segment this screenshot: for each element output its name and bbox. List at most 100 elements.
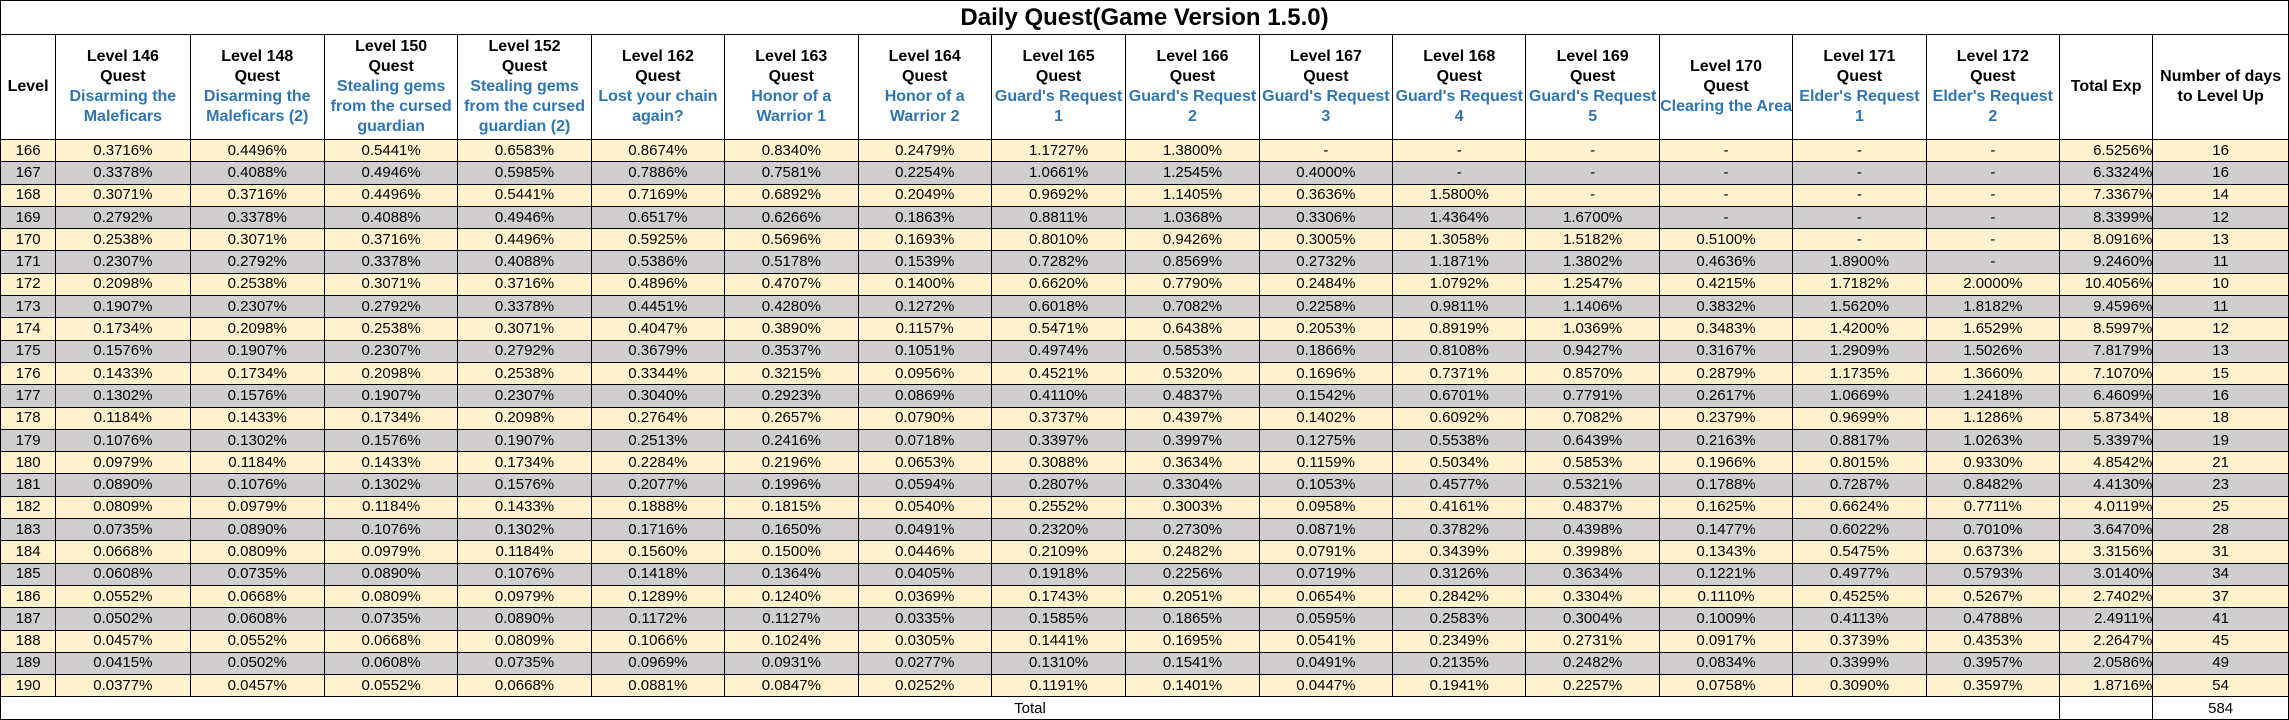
column-header: Level 148 Quest Disarming the Maleficars (…: [189, 34, 325, 140]
exp-cell: 1.0368%: [1125, 205, 1260, 230]
days-cell: 54: [2152, 674, 2289, 698]
exp-cell: 0.5471%: [990, 317, 1127, 341]
exp-cell: 1.5182%: [1525, 228, 1660, 252]
exp-cell: 0.9699%: [1792, 406, 1927, 430]
exp-cell: 1.1727%: [990, 138, 1127, 163]
level-cell: 174: [0, 317, 57, 341]
exp-cell: 0.6018%: [990, 295, 1127, 319]
days-cell: 19: [2152, 428, 2289, 453]
column-header-sub: Quest: [1836, 68, 1883, 85]
exp-cell: 1.0792%: [1392, 272, 1527, 297]
column-header-level: Level 167: [1289, 48, 1362, 65]
exp-cell: 0.4636%: [1658, 250, 1794, 274]
exp-cell: 0.0668%: [457, 674, 592, 698]
exp-cell: 0.0881%: [590, 674, 726, 698]
exp-cell: 0.4837%: [1125, 384, 1260, 408]
exp-cell: 1.3802%: [1525, 250, 1660, 274]
exp-cell: 0.3215%: [724, 361, 859, 386]
exp-cell: 0.2552%: [990, 495, 1127, 520]
column-header-quest-name: Guard's Request 1: [994, 88, 1123, 125]
exp-cell: -: [1258, 138, 1394, 163]
exp-cell: 0.5475%: [1792, 540, 1927, 564]
exp-cell: 0.1157%: [857, 317, 992, 341]
exp-cell: 0.5853%: [1125, 339, 1260, 363]
level-cell: 166: [0, 138, 57, 163]
exp-cell: 0.2349%: [1392, 629, 1527, 653]
exp-cell: 0.5853%: [1525, 451, 1660, 475]
exp-cell: 1.2909%: [1792, 339, 1927, 363]
total-exp-cell: 8.0916%: [2059, 228, 2154, 252]
total-exp-cell: 9.4596%: [2059, 295, 2154, 319]
exp-cell: 0.1302%: [189, 428, 325, 453]
exp-cell: 0.4088%: [457, 250, 592, 274]
days-cell: 16: [2152, 384, 2289, 408]
exp-cell: 0.1402%: [1258, 406, 1394, 430]
exp-cell: 0.1184%: [457, 540, 592, 564]
column-header-level: Level 168: [1423, 48, 1496, 65]
exp-cell: 1.3058%: [1392, 228, 1527, 252]
exp-cell: 1.0669%: [1792, 384, 1927, 408]
exp-cell: 0.2538%: [55, 228, 191, 252]
exp-cell: 0.2098%: [189, 317, 325, 341]
exp-cell: 0.0890%: [55, 473, 191, 497]
total-exp-cell: 6.5256%: [2059, 138, 2154, 163]
table-row: 173 0.1907% 0.2307% 0.2792% 0.3378% 0.4451% 0.…: [0, 295, 2289, 319]
exp-cell: 0.1191%: [990, 674, 1127, 698]
exp-cell: 0.0552%: [189, 629, 325, 653]
column-header: Level: [0, 34, 57, 140]
exp-cell: 0.7082%: [1525, 406, 1660, 430]
exp-cell: 0.3716%: [457, 272, 592, 297]
exp-cell: 0.2513%: [590, 428, 726, 453]
exp-cell: 0.0668%: [189, 584, 325, 609]
exp-cell: -: [1392, 138, 1527, 163]
total-exp-cell: 7.3367%: [2059, 183, 2154, 207]
exp-cell: -: [1525, 138, 1660, 163]
column-header-sub: Quest: [1436, 68, 1482, 85]
exp-cell: 0.1650%: [724, 518, 859, 542]
total-exp-cell: 2.4911%: [2059, 607, 2154, 631]
exp-cell: 0.1289%: [590, 584, 726, 609]
total-exp-cell: 6.3324%: [2059, 161, 2154, 185]
exp-cell: 0.0252%: [857, 674, 992, 698]
exp-cell: 0.1272%: [857, 295, 992, 319]
column-header-sub: Quest: [234, 68, 280, 85]
table-row: 174 0.1734% 0.2098% 0.2538% 0.3071% 0.4047% 0.…: [0, 317, 2289, 341]
exp-cell: 0.0809%: [457, 629, 592, 653]
level-cell: 169: [0, 205, 57, 230]
exp-cell: 1.7182%: [1792, 272, 1927, 297]
exp-cell: 0.0415%: [55, 651, 191, 676]
exp-cell: 0.0369%: [857, 584, 992, 609]
column-header: Level 166 Quest Guard's Request 2: [1125, 34, 1260, 140]
exp-cell: 0.3439%: [1392, 540, 1527, 564]
table-row: 170 0.2538% 0.3071% 0.3716% 0.4496% 0.5925% 0.…: [0, 228, 2289, 252]
exp-cell: 0.7886%: [590, 161, 726, 185]
column-header-sub: Quest: [1569, 68, 1616, 85]
total-exp-cell: 3.3156%: [2059, 540, 2154, 564]
days-cell: 28: [2152, 518, 2289, 542]
exp-cell: 0.2923%: [724, 384, 859, 408]
exp-cell: 0.0277%: [857, 651, 992, 676]
table-row: 175 0.1576% 0.1907% 0.2307% 0.2792% 0.3679% 0.…: [0, 339, 2289, 363]
exp-cell: 0.4113%: [1792, 607, 1927, 631]
column-header-sub: Quest: [635, 68, 681, 85]
exp-cell: 0.0956%: [857, 361, 992, 386]
exp-cell: 0.2484%: [1258, 272, 1394, 297]
exp-cell: 0.3126%: [1392, 562, 1527, 586]
exp-cell: 0.8015%: [1792, 451, 1927, 475]
total-exp-cell: 1.8716%: [2059, 674, 2154, 698]
exp-cell: 0.2379%: [1658, 406, 1794, 430]
exp-cell: 0.5538%: [1392, 428, 1527, 453]
exp-cell: 0.9330%: [1925, 451, 2061, 475]
exp-cell: 0.1441%: [990, 629, 1127, 653]
exp-cell: 0.0608%: [323, 651, 459, 676]
table-row: 169 0.2792% 0.3378% 0.4088% 0.4946% 0.6517% 0.…: [0, 205, 2289, 230]
column-header-quest-name: Elder's Request 2: [1932, 88, 2053, 125]
exp-cell: 0.0847%: [724, 674, 859, 698]
exp-cell: 0.4977%: [1792, 562, 1927, 586]
column-header-level: Level: [7, 78, 49, 95]
exp-cell: 0.2320%: [990, 518, 1127, 542]
exp-cell: 0.3378%: [189, 205, 325, 230]
exp-cell: 0.3998%: [1525, 540, 1660, 564]
total-exp-cell: 10.4056%: [2059, 272, 2154, 297]
exp-cell: 0.1866%: [1258, 339, 1394, 363]
